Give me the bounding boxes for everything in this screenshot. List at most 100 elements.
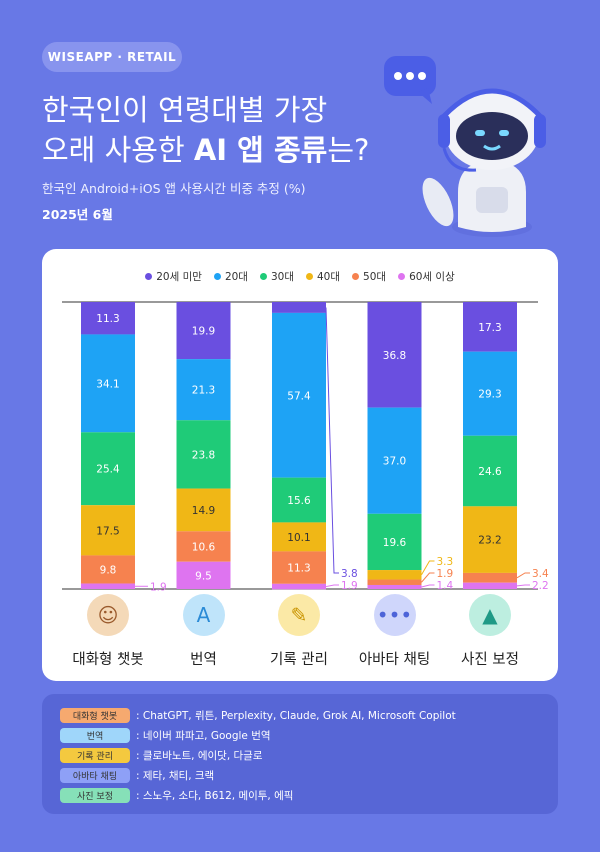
- translate-icon: A: [182, 594, 225, 636]
- note-row: 번역: 네이버 파파고, Google 번역: [60, 728, 271, 743]
- callout-line: [516, 584, 530, 587]
- legend-item: 60세 이상: [398, 269, 455, 284]
- legend-dot-icon: [259, 273, 267, 280]
- note-row: 아바타 채팅 : 제타, 채티, 크랙: [60, 768, 214, 783]
- bar-segment: [272, 583, 326, 590]
- stacked-bar-chart: 11.3 34.1 25.4 17.5 9.8 1.9 19.9 21.3 23.8 14.9 10…: [62, 301, 549, 593]
- bar-segment: [272, 302, 326, 313]
- date-label: 2025년 6월: [42, 207, 113, 222]
- legend-dot-icon: [306, 273, 313, 280]
- note-tag: 아바타 채팅: [60, 768, 130, 783]
- note-tag: 사진 보정: [60, 788, 130, 803]
- chatbot-face-icon: ☺: [87, 594, 129, 636]
- legend-dot-icon: [145, 273, 153, 280]
- callout-label: 3.8: [341, 568, 358, 580]
- category-item: ••• 아바타 채팅: [347, 594, 443, 669]
- title-part-a: 오래 사용한: [42, 133, 194, 167]
- bar-segment: [81, 334, 135, 433]
- subtitle: 한국인 Android+iOS 앱 사용시간 비중 추정 (%): [42, 181, 306, 196]
- chart-legend: 20세 미만 20대 30대 40대 50대 60세 이상: [42, 269, 558, 284]
- note-text: : 클로바노트, 에이닷, 다글로: [136, 750, 263, 762]
- category-label: 번역: [190, 652, 217, 668]
- note-text: : 제타, 채티, 크랙: [136, 770, 215, 782]
- data-label: 37.0: [383, 456, 406, 468]
- bar-segment: [272, 477, 326, 523]
- brand-badge: WISEAPP · RETAIL: [42, 42, 182, 72]
- bar-segment: [81, 505, 135, 556]
- bar-segment: [272, 551, 326, 584]
- data-label: 25.4: [96, 464, 120, 476]
- callout-label: 1.9: [341, 580, 358, 592]
- data-label: 29.3: [478, 389, 501, 401]
- data-label: 15.6: [287, 495, 311, 507]
- data-label: 23.8: [192, 449, 215, 461]
- callout-line: [421, 584, 435, 588]
- data-label: 19.9: [192, 326, 215, 338]
- bar-segment: [463, 435, 517, 507]
- bar-segment: [367, 513, 422, 571]
- bar-segment: [272, 312, 326, 478]
- legend-label: 40대: [317, 271, 341, 283]
- note-row: 사진 보정 : 스노우, 소다, B612, 메이투, 에픽: [60, 788, 293, 803]
- bar-segment: [176, 420, 231, 489]
- category-label: 기록 관리: [270, 652, 328, 668]
- bar-segment: [176, 359, 231, 421]
- bar-segment: [463, 572, 517, 583]
- category-item: ▲ 사진 보정: [442, 594, 538, 669]
- callout-line: [325, 307, 339, 574]
- callout-label: 1.4: [437, 580, 454, 592]
- category-item: ☺ 대화형 챗봇: [60, 594, 156, 669]
- note-tag: 기록 관리: [60, 748, 130, 763]
- bar-segment: [463, 582, 517, 589]
- chart-card: 20세 미만 20대 30대 40대 50대 60세 이상 11.3 34.1 25.4 17.…: [42, 249, 558, 681]
- data-label: 9.5: [195, 570, 212, 582]
- category-label: 사진 보정: [461, 652, 519, 668]
- legend-item: 50대: [352, 269, 386, 284]
- data-label: 10.1: [287, 532, 310, 544]
- note-tag: 대화형 챗봇: [60, 708, 130, 723]
- data-label: 11.3: [96, 313, 119, 325]
- note-text: : 스노우, 소다, B612, 메이투, 에픽: [136, 790, 294, 802]
- title-line-2: 오래 사용한 AI 앱 종류는?: [42, 130, 369, 170]
- bar-segment: [367, 584, 422, 589]
- bar-segment: [463, 351, 517, 436]
- category-item: ✎ 기록 관리: [251, 594, 347, 669]
- robot-mascot-icon: [384, 56, 546, 237]
- bar-segment: [176, 561, 231, 589]
- callout-line: [421, 560, 435, 576]
- note-row: 대화형 챗봇 : ChatGPT, 뤼튼, Perplexity, Claude,…: [60, 708, 456, 723]
- page-title: 한국인이 연령대별 가장 오래 사용한 AI 앱 종류는?: [42, 90, 369, 170]
- bar-segment: [81, 583, 135, 589]
- photo-edit-icon: ▲: [469, 594, 511, 636]
- bar-segment: [463, 302, 517, 352]
- bar-segment: [176, 488, 231, 532]
- data-label: 57.4: [287, 390, 311, 402]
- data-label: 14.9: [192, 505, 215, 517]
- callout-line: [421, 572, 435, 583]
- bar-segment: [81, 302, 135, 335]
- callout-label: 2.2: [532, 580, 549, 592]
- note-row: 기록 관리 : 클로바노트, 에이닷, 다글로: [60, 748, 263, 763]
- bar-segment: [367, 407, 422, 514]
- data-label: 10.6: [192, 542, 216, 554]
- data-label: 9.8: [100, 564, 117, 576]
- title-line-1: 한국인이 연령대별 가장: [42, 93, 328, 127]
- data-label: 24.6: [478, 466, 502, 478]
- category-item: A 번역: [156, 594, 252, 669]
- bar-segment: [367, 570, 422, 580]
- data-label: 19.6: [383, 537, 407, 549]
- callout-label: 1.9: [437, 568, 454, 580]
- bar-segment: [367, 302, 422, 408]
- legend-label: 60세 이상: [409, 271, 455, 283]
- legend-item: 20세 미만: [145, 269, 202, 284]
- data-label: 21.3: [192, 385, 215, 397]
- legend-dot-icon: [213, 273, 221, 280]
- legend-label: 20대: [224, 271, 248, 283]
- note-text: : ChatGPT, 뤼튼, Perplexity, Claude, Grok …: [136, 710, 456, 722]
- data-label: 34.1: [96, 378, 119, 390]
- legend-dot-icon: [352, 273, 360, 280]
- callout-label: 3.3: [437, 556, 454, 568]
- avatar-chat-icon: •••: [373, 594, 416, 636]
- callout-label: 3.4: [532, 568, 549, 580]
- app-notes-panel: 대화형 챗봇 : ChatGPT, 뤼튼, Perplexity, Claude,…: [42, 694, 558, 814]
